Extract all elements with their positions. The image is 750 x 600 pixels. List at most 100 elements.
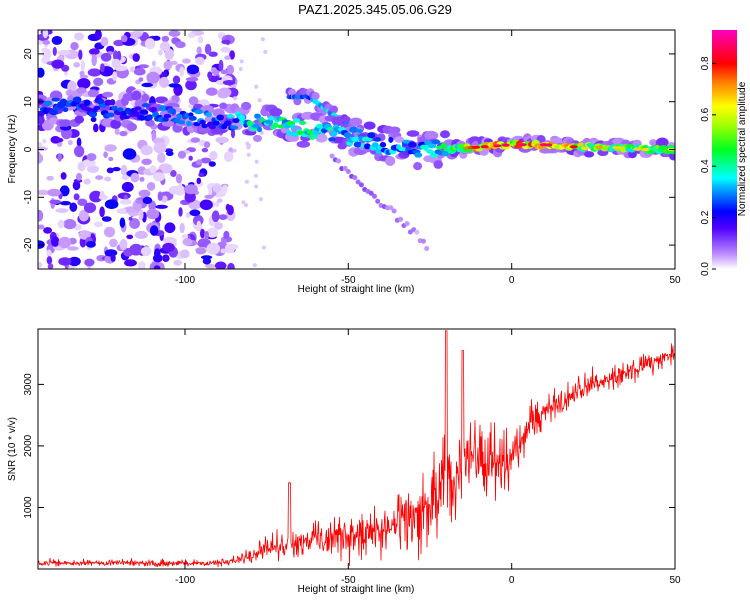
spectral-blob (162, 242, 175, 252)
spectral-blob (330, 105, 338, 114)
spectral-blob (206, 227, 219, 238)
spectral-blob (113, 50, 119, 61)
spectral-blob (131, 90, 142, 101)
spectral-blob (113, 39, 125, 47)
spectral-blob (175, 41, 186, 49)
spectral-blob (331, 116, 344, 127)
spectral-blob (391, 208, 397, 214)
spectral-blob (38, 67, 45, 78)
spectral-blob (57, 49, 71, 56)
spectral-blob (245, 141, 250, 146)
spectral-blob (201, 123, 208, 129)
spectral-blob (97, 98, 105, 105)
spectral-blob (493, 144, 502, 148)
spectral-blob (42, 40, 51, 45)
spectral-blob (149, 225, 159, 236)
spectral-blob (204, 194, 214, 199)
spectral-blob (93, 123, 99, 133)
spectral-blob (141, 158, 152, 165)
y-tick-label: 1000 (23, 496, 34, 519)
spectral-blob (222, 184, 228, 194)
spectral-blob (251, 124, 260, 129)
spectral-blob (177, 120, 186, 125)
spectral-blob (186, 120, 192, 127)
colorbar-tick-label: 0.6 (700, 107, 711, 121)
spectral-blob (155, 204, 168, 209)
spectral-blob (104, 176, 112, 182)
spectral-blob (122, 148, 137, 160)
spectral-blob (63, 219, 77, 230)
spectral-blob (141, 93, 150, 102)
spectral-blob (162, 117, 169, 122)
spectral-blob (204, 231, 209, 239)
spectral-blob (139, 176, 145, 182)
spectral-blob (117, 107, 124, 112)
spectral-blob (103, 226, 116, 238)
spectral-blob (569, 145, 578, 149)
spectral-blob (158, 49, 163, 56)
spectral-blob (343, 116, 351, 125)
spectral-blob (581, 146, 589, 151)
spectral-blob (138, 261, 146, 269)
spectral-blob (38, 224, 45, 230)
spectral-blob (344, 132, 352, 139)
spectral-blob (168, 185, 181, 195)
y-tick-label: 3000 (23, 373, 34, 396)
spectral-blob (104, 144, 117, 152)
spectral-blob (178, 181, 183, 193)
spectral-blob (182, 238, 193, 246)
spectral-blob (263, 49, 268, 54)
spectral-blob (130, 172, 140, 183)
spectral-blob (328, 137, 336, 142)
spectral-blob (544, 143, 553, 147)
spectral-blob (375, 198, 381, 204)
spectral-blob (52, 46, 57, 57)
spectral-blob (188, 115, 197, 121)
spectral-blob (150, 106, 158, 113)
spectral-blob (162, 254, 170, 262)
spectral-blob (230, 128, 236, 139)
spectral-blob (257, 98, 262, 103)
spectral-blob (100, 36, 109, 47)
spectral-blob (229, 50, 236, 60)
spectral-blob (133, 67, 146, 76)
spectral-blob (296, 140, 311, 148)
spectral-blob (47, 188, 61, 197)
spectral-blob (254, 184, 259, 189)
snr-frame (37, 328, 676, 570)
spectral-blob (424, 246, 430, 251)
spectral-blob (58, 236, 72, 249)
spectral-blob (134, 230, 148, 239)
spectral-blob (80, 60, 86, 72)
spectral-blob (184, 184, 198, 195)
spectral-blob (135, 199, 144, 204)
figure-title: PAZ1.2025.345.05.06.G29 (298, 2, 452, 17)
spectral-blob (120, 199, 132, 205)
spectral-blob (74, 32, 85, 41)
spectral-blob (57, 219, 65, 229)
spectral-blob (224, 243, 235, 254)
spectral-blob (144, 38, 156, 50)
spectral-blob (121, 181, 134, 193)
x-tick-label: 50 (669, 275, 681, 286)
spectral-blob (224, 55, 231, 60)
spectral-blob (139, 109, 149, 115)
spectral-blob (286, 129, 292, 136)
spectral-blob (233, 96, 238, 101)
spectral-blob (200, 157, 212, 164)
spectral-blob (69, 202, 78, 212)
spectral-blob (142, 196, 153, 204)
spectral-blob (179, 222, 185, 234)
spectral-blob (220, 69, 228, 75)
spectral-blob (227, 262, 235, 269)
spectral-blob (110, 254, 116, 262)
spectral-blob (83, 178, 91, 185)
spectral-blob (208, 161, 216, 167)
spectral-blob (129, 218, 141, 229)
spectral-blob (655, 137, 669, 148)
spectral-blob (51, 236, 60, 247)
spectral-blob (440, 130, 450, 139)
spectral-blob (253, 134, 262, 142)
colorbar-tick-label: 0.0 (700, 262, 711, 276)
spectral-blob (398, 216, 404, 222)
